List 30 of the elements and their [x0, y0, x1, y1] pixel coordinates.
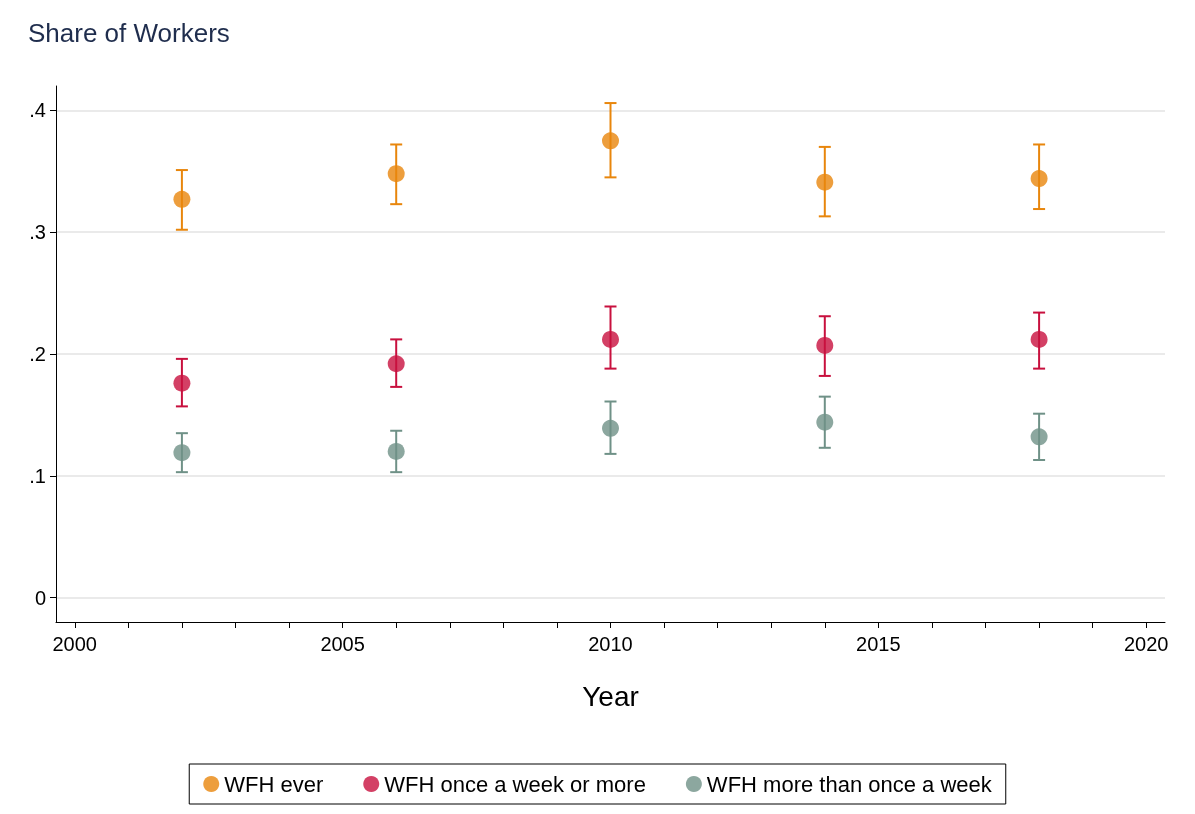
legend-label: WFH ever: [224, 771, 324, 797]
point: [387, 165, 405, 183]
point: [387, 355, 405, 373]
legend-label: WFH more than once a week: [706, 771, 993, 797]
point: [173, 190, 191, 208]
y-tick-label: .2: [29, 343, 46, 365]
point: [1030, 330, 1048, 348]
x-tick-label: 2020: [1124, 633, 1169, 655]
point: [602, 419, 619, 437]
x-axis-title: Year: [582, 680, 639, 712]
point: [602, 132, 619, 150]
x-tick-label: 2000: [52, 633, 97, 655]
y-tick-label: .3: [29, 221, 46, 244]
x-tick-label: 2005: [320, 633, 365, 655]
point: [387, 442, 405, 460]
x-tick-label: 2015: [856, 633, 901, 655]
point: [1030, 170, 1048, 188]
y-axis-title: Share of Workers: [28, 18, 230, 48]
legend-label: WFH once a week or more: [384, 771, 646, 797]
point: [602, 330, 619, 348]
point: [816, 173, 834, 191]
x-tick-label: 2010: [588, 633, 633, 655]
y-tick-label: .4: [29, 99, 46, 122]
point: [816, 413, 834, 431]
point: [173, 444, 191, 462]
y-tick-label: 0: [34, 586, 46, 609]
y-tick-label: .1: [29, 464, 46, 487]
point: [816, 336, 834, 354]
point: [1030, 428, 1048, 446]
point: [173, 374, 191, 392]
